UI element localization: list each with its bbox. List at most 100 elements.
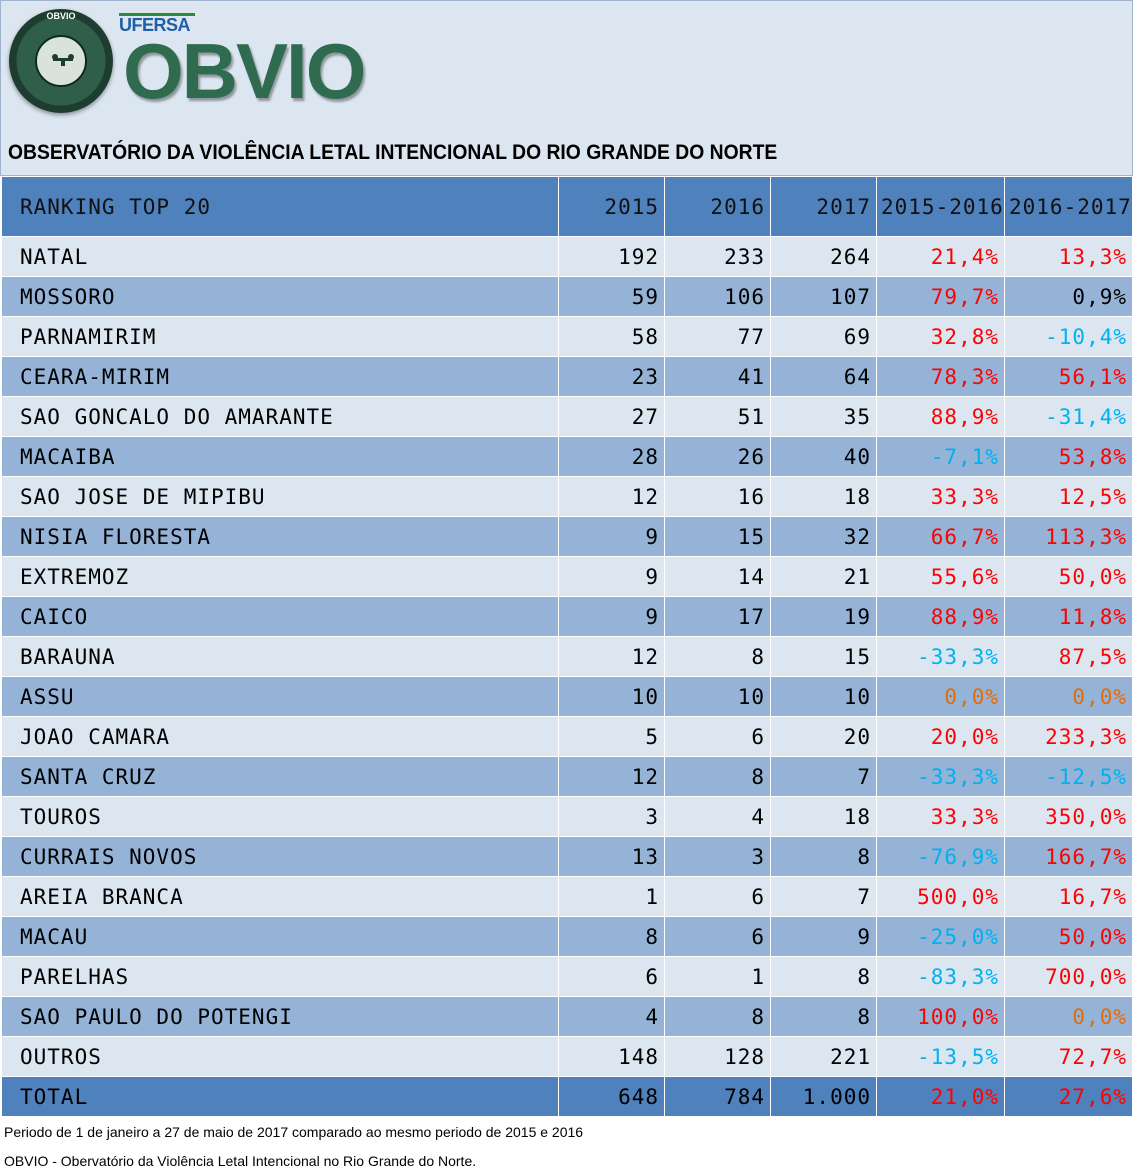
change-2015-2016-cell: 20,0% [876, 716, 1005, 757]
change-2015-2016-cell: 55,6% [876, 556, 1005, 597]
municipality-cell: TOTAL [1, 1076, 559, 1117]
value-2016-cell: 15 [664, 516, 771, 557]
value-2017-cell: 20 [770, 716, 877, 757]
value-2016-cell: 784 [664, 1076, 771, 1117]
table-header-row: RANKING TOP 20 2015 2016 2017 2015-2016 … [1, 176, 1133, 237]
municipality-cell: CURRAIS NOVOS [1, 836, 559, 877]
change-2015-2016-cell: 33,3% [876, 796, 1005, 837]
change-2016-2017-cell: 350,0% [1004, 796, 1133, 837]
value-2016-cell: 6 [664, 916, 771, 957]
value-2015-cell: 192 [558, 236, 665, 277]
value-2015-cell: 58 [558, 316, 665, 357]
value-2015-cell: 12 [558, 756, 665, 797]
table-row: SANTA CRUZ 12 8 7 -33,3% -12,5% [1, 756, 1133, 797]
change-2015-2016-cell: 33,3% [876, 476, 1005, 517]
table-total-row: TOTAL 648 784 1.000 21,0% 27,6% [1, 1076, 1133, 1117]
column-header-2017: 2017 [770, 176, 877, 237]
change-2015-2016-cell: 100,0% [876, 996, 1005, 1037]
table-row: MACAIBA 28 26 40 -7,1% 53,8% [1, 436, 1133, 477]
ranking-table: RANKING TOP 20 2015 2016 2017 2015-2016 … [1, 176, 1133, 1117]
value-2016-cell: 1 [664, 956, 771, 997]
value-2015-cell: 10 [558, 676, 665, 717]
change-2016-2017-cell: 166,7% [1004, 836, 1133, 877]
change-2016-2017-cell: 113,3% [1004, 516, 1133, 557]
change-2015-2016-cell: 500,0% [876, 876, 1005, 917]
footnote-period: Periodo de 1 de janeiro a 27 de maio de … [4, 1124, 584, 1140]
value-2017-cell: 1.000 [770, 1076, 877, 1117]
municipality-cell: MACAIBA [1, 436, 559, 477]
table-row: BARAUNA 12 8 15 -33,3% 87,5% [1, 636, 1133, 677]
value-2017-cell: 264 [770, 236, 877, 277]
value-2015-cell: 28 [558, 436, 665, 477]
change-2015-2016-cell: 21,0% [876, 1076, 1005, 1117]
value-2016-cell: 106 [664, 276, 771, 317]
municipality-cell: PARELHAS [1, 956, 559, 997]
change-2016-2017-cell: 87,5% [1004, 636, 1133, 677]
table-row: OUTROS 148 128 221 -13,5% 72,7% [1, 1036, 1133, 1077]
municipality-cell: OUTROS [1, 1036, 559, 1077]
change-2016-2017-cell: -10,4% [1004, 316, 1133, 357]
value-2017-cell: 7 [770, 876, 877, 917]
change-2016-2017-cell: 11,8% [1004, 596, 1133, 637]
value-2015-cell: 1 [558, 876, 665, 917]
table-row: CEARA-MIRIM 23 41 64 78,3% 56,1% [1, 356, 1133, 397]
column-header-2016: 2016 [664, 176, 771, 237]
table-row: TOUROS 3 4 18 33,3% 350,0% [1, 796, 1133, 837]
value-2016-cell: 128 [664, 1036, 771, 1077]
table-row: JOAO CAMARA 5 6 20 20,0% 233,3% [1, 716, 1133, 757]
footnote-source: OBVIO - Obervatório da Violência Letal I… [4, 1153, 477, 1169]
table-row: EXTREMOZ 9 14 21 55,6% 50,0% [1, 556, 1133, 597]
value-2015-cell: 5 [558, 716, 665, 757]
value-2015-cell: 8 [558, 916, 665, 957]
change-2015-2016-cell: 79,7% [876, 276, 1005, 317]
value-2015-cell: 12 [558, 476, 665, 517]
value-2016-cell: 17 [664, 596, 771, 637]
table-row: SAO GONCALO DO AMARANTE 27 51 35 88,9% -31,4% [1, 396, 1133, 437]
table-row: NATAL 192 233 264 21,4% 13,3% [1, 236, 1133, 277]
seal-text: OBVIO [46, 11, 76, 21]
value-2017-cell: 35 [770, 396, 877, 437]
value-2015-cell: 4 [558, 996, 665, 1037]
drone-emblem [35, 35, 87, 87]
change-2015-2016-cell: 66,7% [876, 516, 1005, 557]
municipality-cell: NISIA FLORESTA [1, 516, 559, 557]
value-2017-cell: 8 [770, 836, 877, 877]
change-2016-2017-cell: 50,0% [1004, 556, 1133, 597]
change-2015-2016-cell: 78,3% [876, 356, 1005, 397]
ufersa-logo: UFERSA [119, 15, 191, 35]
change-2016-2017-cell: 12,5% [1004, 476, 1133, 517]
change-2015-2016-cell: -13,5% [876, 1036, 1005, 1077]
value-2015-cell: 12 [558, 636, 665, 677]
value-2017-cell: 7 [770, 756, 877, 797]
value-2015-cell: 148 [558, 1036, 665, 1077]
change-2016-2017-cell: 27,6% [1004, 1076, 1133, 1117]
municipality-cell: CAICO [1, 596, 559, 637]
obvio-brand-logo: OBVIO [123, 27, 366, 115]
table-row: SAO PAULO DO POTENGI 4 8 8 100,0% 0,0% [1, 996, 1133, 1037]
municipality-cell: MACAU [1, 916, 559, 957]
change-2016-2017-cell: 53,8% [1004, 436, 1133, 477]
municipality-cell: EXTREMOZ [1, 556, 559, 597]
header-banner: OBVIO UFERSA OBVIO OBSERVATÓRIO DA VIOLÊ… [0, 0, 1133, 176]
value-2017-cell: 21 [770, 556, 877, 597]
change-2016-2017-cell: 0,0% [1004, 676, 1133, 717]
value-2016-cell: 233 [664, 236, 771, 277]
table-row: AREIA BRANCA 1 6 7 500,0% 16,7% [1, 876, 1133, 917]
column-header-change-2016-2017: 2016-2017 [1004, 176, 1133, 237]
municipality-cell: BARAUNA [1, 636, 559, 677]
value-2016-cell: 6 [664, 716, 771, 757]
municipality-cell: ASSU [1, 676, 559, 717]
value-2017-cell: 10 [770, 676, 877, 717]
value-2015-cell: 13 [558, 836, 665, 877]
value-2016-cell: 14 [664, 556, 771, 597]
change-2015-2016-cell: 88,9% [876, 596, 1005, 637]
change-2015-2016-cell: 0,0% [876, 676, 1005, 717]
municipality-cell: MOSSORO [1, 276, 559, 317]
municipality-cell: AREIA BRANCA [1, 876, 559, 917]
value-2017-cell: 18 [770, 796, 877, 837]
value-2016-cell: 41 [664, 356, 771, 397]
municipality-cell: TOUROS [1, 796, 559, 837]
change-2016-2017-cell: 700,0% [1004, 956, 1133, 997]
value-2017-cell: 69 [770, 316, 877, 357]
value-2016-cell: 26 [664, 436, 771, 477]
